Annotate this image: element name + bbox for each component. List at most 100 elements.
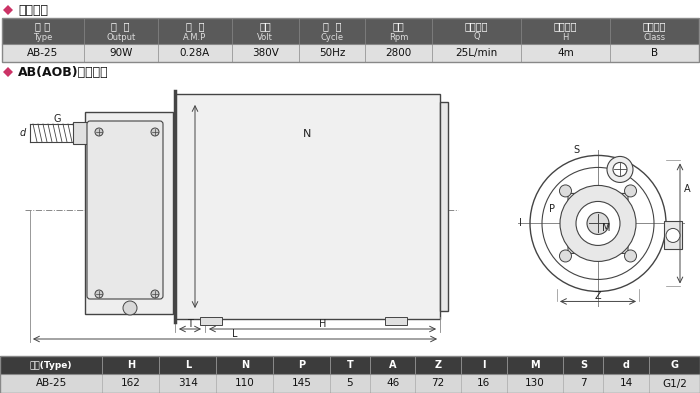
Bar [175, 94, 440, 319]
Text: AB-25: AB-25 [36, 378, 66, 389]
Text: H: H [562, 33, 568, 42]
Circle shape [666, 228, 680, 242]
Text: Type: Type [33, 33, 52, 42]
Text: 14: 14 [620, 378, 633, 389]
Text: B: B [651, 48, 658, 58]
Circle shape [607, 156, 633, 182]
Text: Z: Z [595, 292, 601, 301]
Text: T: T [187, 319, 193, 329]
Text: M: M [530, 360, 540, 370]
Circle shape [151, 290, 159, 298]
Text: Class: Class [643, 33, 666, 42]
Text: 110: 110 [234, 378, 255, 389]
Text: 25L/min: 25L/min [456, 48, 498, 58]
Circle shape [95, 290, 103, 298]
Text: 技术参数: 技术参数 [18, 4, 48, 17]
Text: 电  流: 电 流 [186, 21, 204, 31]
Text: Z: Z [435, 360, 442, 370]
Bar [664, 221, 682, 250]
Text: A: A [684, 184, 691, 195]
Circle shape [576, 202, 620, 246]
Text: 5: 5 [346, 378, 354, 389]
Text: I: I [519, 219, 522, 228]
Text: Output: Output [106, 33, 135, 42]
Text: I: I [482, 360, 486, 370]
Text: 380V: 380V [252, 48, 279, 58]
Text: 50Hz: 50Hz [318, 48, 345, 58]
Text: 16: 16 [477, 378, 491, 389]
Text: P: P [298, 360, 305, 370]
Text: L: L [232, 329, 238, 339]
Text: 型号(Type): 型号(Type) [30, 360, 73, 369]
FancyBboxPatch shape [87, 121, 163, 299]
Text: 72: 72 [432, 378, 444, 389]
Text: 频  率: 频 率 [323, 21, 341, 31]
Text: A: A [389, 360, 396, 370]
Text: A.M.P: A.M.P [183, 33, 206, 42]
Text: d: d [20, 128, 26, 138]
Text: 功  率: 功 率 [111, 21, 130, 31]
Text: H: H [127, 360, 135, 370]
Text: 145: 145 [292, 378, 312, 389]
Bar [0, 356, 700, 393]
Text: 型 号: 型 号 [35, 21, 50, 31]
Text: 314: 314 [178, 378, 197, 389]
Text: d: d [622, 360, 629, 370]
Text: G: G [671, 360, 678, 370]
Bar [0, 374, 700, 393]
Bar [0, 356, 700, 393]
Text: 电压: 电压 [260, 21, 271, 31]
Circle shape [613, 162, 627, 176]
Text: 络缘等级: 络缘等级 [643, 21, 666, 31]
Text: S: S [580, 360, 587, 370]
Text: G1/2: G1/2 [662, 378, 687, 389]
Text: G: G [54, 114, 62, 124]
Circle shape [123, 301, 137, 315]
Text: L: L [185, 360, 191, 370]
Text: 7: 7 [580, 378, 587, 389]
Text: S: S [573, 145, 579, 156]
Text: Volt: Volt [258, 33, 273, 42]
Bar [385, 317, 407, 325]
Text: 162: 162 [121, 378, 141, 389]
Text: T: T [346, 360, 354, 370]
Circle shape [624, 185, 636, 197]
Text: N: N [303, 129, 312, 139]
Circle shape [560, 185, 636, 261]
Circle shape [624, 250, 636, 262]
Text: 0.28A: 0.28A [180, 48, 210, 58]
Text: 4m: 4m [557, 48, 574, 58]
Polygon shape [3, 67, 13, 77]
Text: 2800: 2800 [386, 48, 412, 58]
Circle shape [559, 250, 571, 262]
Circle shape [559, 185, 571, 197]
Text: 最大扬程: 最大扬程 [554, 21, 578, 31]
Text: 转速: 转速 [393, 21, 405, 31]
Bar [0, 82, 700, 354]
Text: 最大流量: 最大流量 [465, 21, 489, 31]
Text: AB-25: AB-25 [27, 48, 58, 58]
Circle shape [151, 128, 159, 136]
Text: 90W: 90W [109, 48, 132, 58]
Circle shape [95, 128, 103, 136]
FancyBboxPatch shape [568, 193, 628, 253]
Text: N: N [241, 360, 248, 370]
Bar [2, 18, 699, 62]
Text: H: H [318, 319, 326, 329]
Text: Q: Q [473, 33, 480, 42]
Bar [440, 102, 448, 311]
Text: P: P [549, 204, 555, 215]
Circle shape [587, 213, 609, 235]
Polygon shape [3, 5, 13, 15]
Text: M: M [602, 224, 610, 233]
Text: Cycle: Cycle [321, 33, 344, 42]
Bar [73, 122, 87, 144]
Bar [2, 44, 699, 62]
Text: 46: 46 [386, 378, 399, 389]
Text: AB(AOB)安装尺寸: AB(AOB)安装尺寸 [18, 66, 108, 79]
Text: 130: 130 [525, 378, 545, 389]
Bar [200, 317, 222, 325]
Text: Rpm: Rpm [389, 33, 408, 42]
Bar [85, 112, 173, 314]
Bar [2, 18, 699, 44]
